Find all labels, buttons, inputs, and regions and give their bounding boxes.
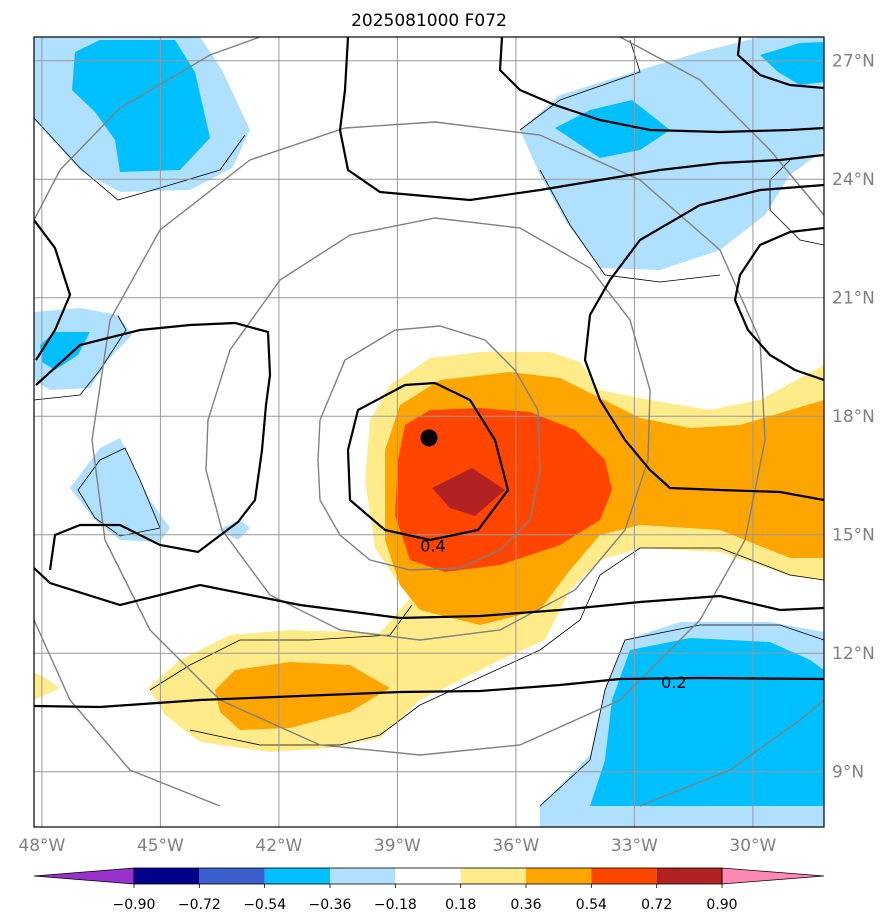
colorbar-segment: [591, 868, 657, 884]
lon-tick-label: 45°W: [137, 836, 184, 856]
colorbar-tick-label: −0.54: [243, 897, 286, 913]
plot-title: 2025081000 F072: [351, 11, 507, 31]
longitude-tick-labels: 48°W 45°W 42°W 39°W 36°W 33°W 30°W: [18, 836, 776, 856]
colorbar-extend-high: [721, 867, 825, 885]
lon-tick-label: 36°W: [492, 836, 539, 856]
lon-tick-label: 33°W: [611, 836, 658, 856]
gridlines: [34, 37, 824, 827]
filled-contour-blue: [40, 40, 824, 806]
colorbar-tick-label: 0.36: [510, 897, 541, 913]
lon-tick-label: 39°W: [374, 836, 421, 856]
colorbar-tick-label: 0.90: [706, 897, 737, 913]
colorbar-extend-low: [33, 867, 135, 885]
lon-tick-label: 48°W: [18, 836, 65, 856]
lat-tick-label: 9°N: [832, 763, 864, 783]
contour-label: 0.4: [420, 537, 445, 556]
shading-boundary-lines: [34, 39, 824, 807]
lat-tick-label: 12°N: [832, 644, 875, 664]
colorbar-tick-label: −0.72: [178, 897, 221, 913]
colorbar-segment: [526, 868, 592, 884]
colorbar-segment: [330, 868, 396, 884]
colorbar-tick-label: −0.36: [309, 897, 352, 913]
colorbar-frame: [133, 867, 723, 885]
lat-tick-label: 15°N: [832, 526, 875, 546]
colorbar-segment: [199, 868, 265, 884]
lat-tick-label: 27°N: [832, 52, 875, 72]
colorbar-tick-label: 0.54: [576, 897, 607, 913]
colorbar-tick-label: 0.18: [445, 897, 476, 913]
latitude-tick-labels: 9°N 12°N 15°N 18°N 21°N 24°N 27°N: [832, 52, 875, 783]
colorbar-segment: [134, 868, 200, 884]
colorbar-tick-label: −0.18: [374, 897, 417, 913]
colorbar-segment: [460, 868, 526, 884]
lon-tick-label: 30°W: [729, 836, 776, 856]
map-panel: 0.4 0.2: [34, 37, 824, 827]
lon-tick-label: 42°W: [255, 836, 302, 856]
colorbar: −0.90 −0.72 −0.54 −0.36 −0.18 0.18 0.36 0.54 0.7…: [33, 867, 825, 913]
map-frame: [33, 36, 825, 828]
colorbar-segment: [264, 868, 330, 884]
lat-tick-label: 21°N: [832, 289, 875, 309]
lat-tick-label: 24°N: [832, 170, 875, 190]
colorbar-tick-label: −0.90: [113, 897, 156, 913]
colorbar-segment: [395, 868, 461, 884]
gray-concentric-contours: [34, 37, 824, 807]
storm-center-marker: [420, 429, 438, 447]
black-contours: [34, 37, 824, 709]
contour-labels: 0.4 0.2: [420, 537, 686, 692]
filled-contour-dark-red: [432, 468, 505, 516]
contour-label: 0.2: [661, 673, 686, 692]
lat-tick-label: 18°N: [832, 407, 875, 427]
colorbar-tick-label: 0.72: [641, 897, 672, 913]
colorbar-segment: [656, 868, 722, 884]
